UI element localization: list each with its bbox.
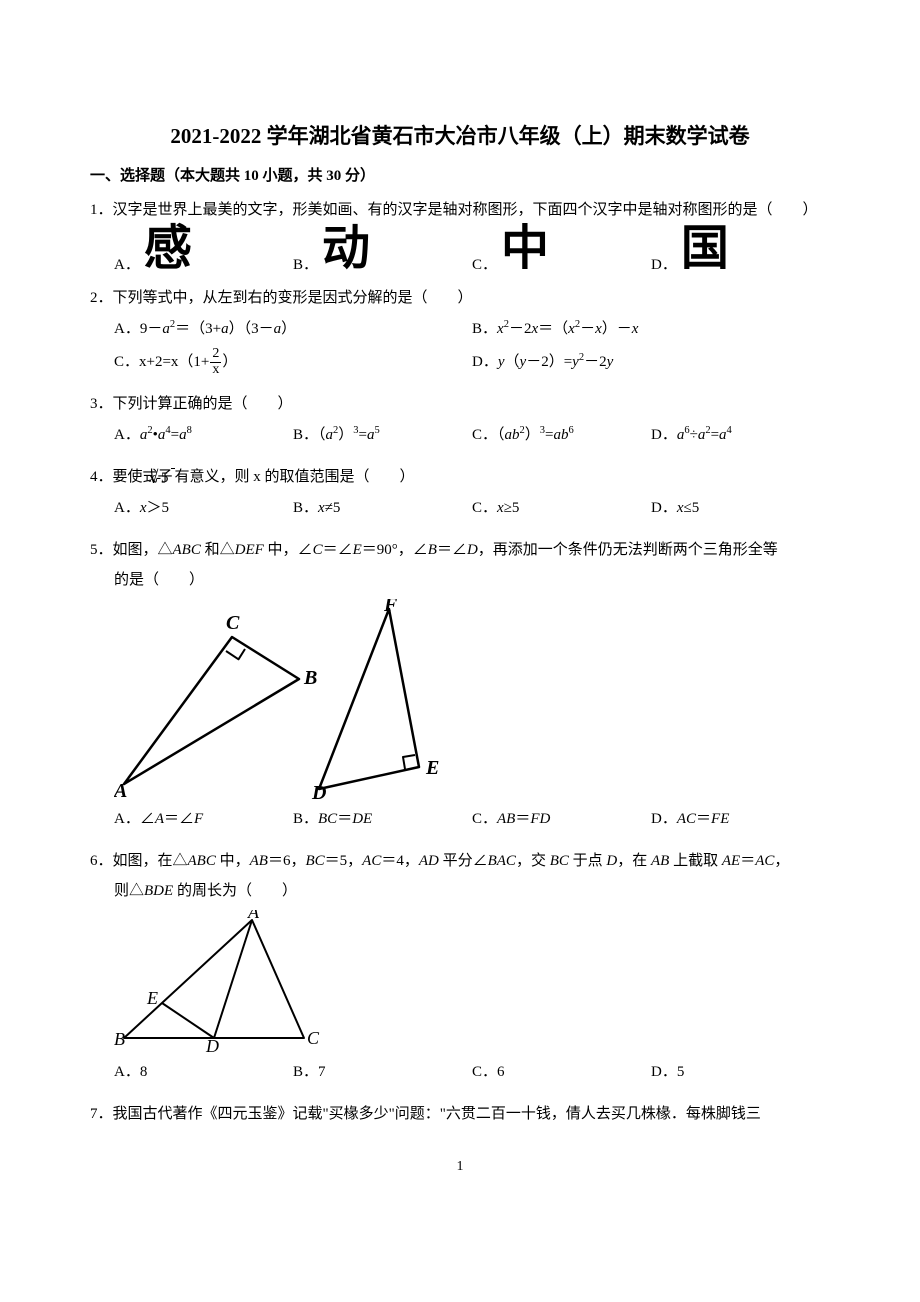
q1-option-b: B． 动 — [293, 225, 472, 273]
label-B6: B — [114, 1029, 125, 1049]
q3-option-c: C．（ab2）3=ab6 — [472, 419, 651, 452]
q2-option-a: A．9－a2＝（3+a）（3－a） — [114, 313, 472, 346]
q6-stem: 6．如图，在△ABC 中，AB＝6，BC＝5，AC＝4，AD 平分∠BAC，交 … — [90, 846, 830, 876]
q3-option-b: B．（a2）3=a5 — [293, 419, 472, 452]
q5-stem: 5．如图，△ABC 和△DEF 中，∠C＝∠E＝90°，∠B＝∠D，再添加一个条… — [90, 535, 830, 565]
exam-title: 2021-2022 学年湖北省黄石市大冶市八年级（上）期末数学试卷 — [90, 120, 830, 150]
q1-opt-d-letter: D． — [651, 258, 677, 273]
q6-option-b: B．7 — [293, 1056, 472, 1089]
q5-option-c: C．AB＝FD — [472, 803, 651, 836]
q3-options: A．a2•a4=a8 B．（a2）3=a5 C．（ab2）3=ab6 D．a6÷… — [90, 419, 830, 452]
q5-figure: A B C D E F — [90, 599, 830, 799]
q5-option-b: B．BC＝DE — [293, 803, 472, 836]
q1-opt-d-char: 国 — [681, 225, 729, 273]
q1-stem: 1．汉字是世界上最美的文字，形美如画、有的汉字是轴对称图形，下面四个汉字中是轴对… — [90, 195, 830, 225]
q6-option-c: C．6 — [472, 1056, 651, 1089]
label-D6: D — [205, 1036, 219, 1052]
q5-option-a: A．∠A＝∠F — [114, 803, 293, 836]
q6-figure: A B C D E — [90, 910, 830, 1052]
q5-triangles-figure: A B C D E F — [114, 599, 454, 799]
q5-stem-cont: 的是（ ） — [90, 565, 830, 595]
q6-option-a: A．8 — [114, 1056, 293, 1089]
question-6: 6．如图，在△ABC 中，AB＝6，BC＝5，AC＝4，AD 平分∠BAC，交 … — [90, 846, 830, 1089]
q2-option-d: D．y（y－2）=y2－2y — [472, 346, 830, 379]
label-F: F — [383, 599, 398, 616]
q1-option-a: A． 感 — [114, 225, 293, 273]
question-4: 4．要使式子√x-5有意义，则 x 的取值范围是（ ） A．x＞5 B．x≠5 … — [90, 462, 830, 525]
question-1: 1．汉字是世界上最美的文字，形美如画、有的汉字是轴对称图形，下面四个汉字中是轴对… — [90, 195, 830, 273]
q1-options: A． 感 B． 动 C． 中 D． 国 — [90, 225, 830, 273]
q2-option-b: B．x2－2x＝（x2－x）－x — [472, 313, 830, 346]
q1-opt-b-char: 动 — [322, 225, 370, 273]
q1-opt-b-letter: B． — [293, 258, 318, 273]
q3-option-a: A．a2•a4=a8 — [114, 419, 293, 452]
q6-option-d: D．5 — [651, 1056, 830, 1089]
q4-option-c: C．x≥5 — [472, 492, 651, 525]
page-number: 1 — [90, 1159, 830, 1175]
label-E6: E — [146, 988, 158, 1008]
section-heading: 一、选择题（本大题共 10 小题，共 30 分） — [90, 164, 830, 185]
q1-option-d: D． 国 — [651, 225, 830, 273]
q2-stem: 2．下列等式中，从左到右的变形是因式分解的是（ ） — [90, 283, 830, 313]
question-2: 2．下列等式中，从左到右的变形是因式分解的是（ ） A．9－a2＝（3+a）（3… — [90, 283, 830, 379]
q1-opt-a-letter: A． — [114, 258, 140, 273]
q4-options: A．x＞5 B．x≠5 C．x≥5 D．x≤5 — [90, 492, 830, 525]
q1-option-c: C． 中 — [472, 225, 651, 273]
q2-options-row1: A．9－a2＝（3+a）（3－a） B．x2－2x＝（x2－x）－x — [90, 313, 830, 346]
q6-stem-cont: 则△BDE 的周长为（ ） — [90, 876, 830, 906]
q5-option-d: D．AC＝FE — [651, 803, 830, 836]
q5-options: A．∠A＝∠F B．BC＝DE C．AB＝FD D．AC＝FE — [90, 803, 830, 836]
q4-option-a: A．x＞5 — [114, 492, 293, 525]
label-C6: C — [307, 1028, 320, 1048]
label-A: A — [114, 780, 127, 799]
q4-option-b: B．x≠5 — [293, 492, 472, 525]
q4-stem: 4．要使式子√x-5有意义，则 x 的取值范围是（ ） — [90, 462, 830, 492]
page: 2021-2022 学年湖北省黄石市大冶市八年级（上）期末数学试卷 一、选择题（… — [0, 0, 920, 1215]
question-5: 5．如图，△ABC 和△DEF 中，∠C＝∠E＝90°，∠B＝∠D，再添加一个条… — [90, 535, 830, 836]
q1-opt-c-char: 中 — [501, 225, 549, 273]
q2-option-c: C．x+2=x（1+2x） — [114, 346, 472, 379]
q6-triangle-figure: A B C D E — [114, 910, 324, 1052]
q6-options: A．8 B．7 C．6 D．5 — [90, 1056, 830, 1089]
q3-option-d: D．a6÷a2=a4 — [651, 419, 830, 452]
q2-options-row2: C．x+2=x（1+2x） D．y（y－2）=y2－2y — [90, 346, 830, 379]
label-B: B — [303, 667, 317, 689]
label-C: C — [226, 612, 240, 634]
question-7: 7．我国古代著作《四元玉鉴》记载"买椽多少"问题："六贯二百一十钱，倩人去买几株… — [90, 1099, 830, 1129]
q4-option-d: D．x≤5 — [651, 492, 830, 525]
q1-opt-c-letter: C． — [472, 258, 497, 273]
label-E: E — [425, 757, 439, 779]
label-A6: A — [247, 910, 260, 922]
q3-stem: 3．下列计算正确的是（ ） — [90, 389, 830, 419]
label-D: D — [311, 782, 326, 799]
question-3: 3．下列计算正确的是（ ） A．a2•a4=a8 B．（a2）3=a5 C．（a… — [90, 389, 830, 452]
q1-opt-a-char: 感 — [144, 225, 192, 273]
q7-stem: 7．我国古代著作《四元玉鉴》记载"买椽多少"问题："六贯二百一十钱，倩人去买几株… — [90, 1099, 830, 1129]
